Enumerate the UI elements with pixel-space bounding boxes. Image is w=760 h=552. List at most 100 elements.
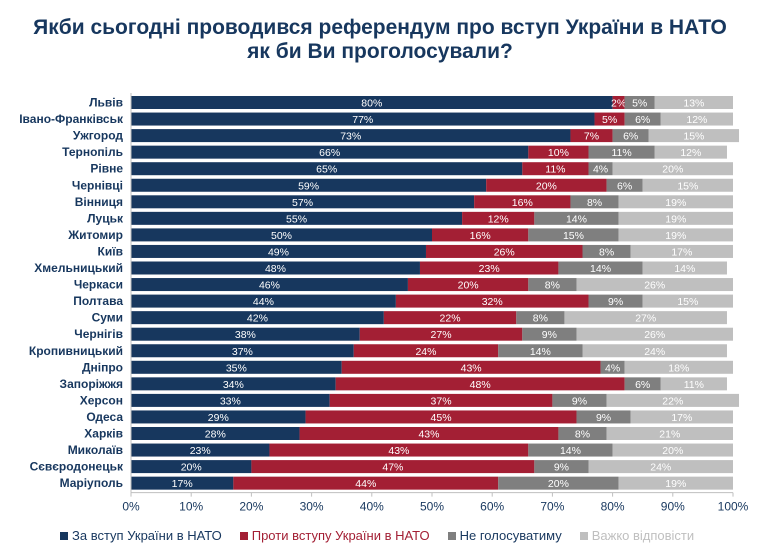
bar-segment bbox=[618, 195, 733, 209]
x-tick-label: 10% bbox=[179, 500, 203, 514]
bar-segment bbox=[131, 278, 408, 292]
data-label: 50% bbox=[271, 230, 292, 242]
bar-segment bbox=[522, 327, 577, 341]
data-label: 26% bbox=[644, 280, 665, 292]
data-label: 8% bbox=[599, 246, 614, 258]
data-label: 43% bbox=[461, 362, 482, 374]
bar-segment bbox=[498, 344, 583, 358]
category-label: Тернопіль bbox=[62, 145, 123, 159]
data-label: 13% bbox=[683, 98, 704, 110]
bar-segment bbox=[131, 311, 384, 325]
bar-segment bbox=[383, 311, 517, 325]
x-tick-label: 70% bbox=[540, 500, 564, 514]
x-tick-label: 40% bbox=[360, 500, 384, 514]
data-label: 15% bbox=[677, 180, 698, 192]
category-label: Житомир bbox=[67, 228, 123, 242]
category-label: Одеса bbox=[86, 410, 123, 424]
bar-segment bbox=[131, 360, 342, 374]
bar-segment bbox=[131, 129, 571, 143]
data-label: 6% bbox=[617, 180, 632, 192]
bar-segment bbox=[269, 443, 529, 457]
bar-segment bbox=[233, 476, 499, 490]
category-label: Суми bbox=[92, 311, 123, 325]
bar-segment bbox=[624, 360, 733, 374]
data-label: 11% bbox=[545, 164, 565, 176]
data-label: 43% bbox=[418, 429, 439, 441]
chart-title: Якби сьогодні проводився референдум про … bbox=[0, 16, 760, 64]
data-label: 19% bbox=[665, 478, 686, 490]
category-label: Черкаси bbox=[74, 278, 123, 292]
bar-segment bbox=[558, 261, 643, 275]
category-label: Харків bbox=[84, 427, 123, 441]
bar-segment bbox=[131, 410, 306, 424]
data-label: 18% bbox=[668, 362, 689, 374]
data-label: 12% bbox=[488, 213, 509, 225]
bar-segment bbox=[522, 162, 589, 176]
bar-segment bbox=[419, 261, 559, 275]
bar-segment bbox=[594, 112, 625, 126]
bar-segment bbox=[395, 294, 589, 308]
bar-segment bbox=[131, 244, 426, 258]
bar-segment bbox=[131, 377, 336, 391]
bar-segment bbox=[516, 311, 565, 325]
category-label: Запоріжжя bbox=[60, 377, 123, 391]
data-label: 57% bbox=[292, 197, 313, 209]
data-label: 23% bbox=[479, 263, 500, 275]
data-label: 73% bbox=[340, 131, 361, 143]
data-label: 16% bbox=[512, 197, 533, 209]
legend-item: Не голосуватиму bbox=[447, 528, 562, 543]
bar-segment bbox=[131, 344, 354, 358]
data-label: 8% bbox=[575, 429, 590, 441]
data-label: 22% bbox=[662, 395, 683, 407]
bar-segment bbox=[353, 344, 499, 358]
data-label: 6% bbox=[635, 114, 650, 126]
data-label: 4% bbox=[605, 362, 620, 374]
bar-segment bbox=[618, 476, 733, 490]
x-tick-label: 60% bbox=[480, 500, 504, 514]
data-label: 32% bbox=[482, 296, 503, 308]
data-label: 20% bbox=[181, 462, 202, 474]
bar-segment bbox=[588, 145, 655, 159]
bar-segment bbox=[624, 377, 661, 391]
category-label: Ужгород bbox=[73, 129, 123, 143]
data-label: 44% bbox=[355, 478, 376, 490]
bar-segment bbox=[642, 294, 733, 308]
data-label: 46% bbox=[259, 280, 280, 292]
data-label: 10% bbox=[548, 147, 569, 159]
legend-label: Проти вступу України в НАТО bbox=[251, 528, 430, 543]
legend-item: Важко відповісти bbox=[579, 528, 695, 543]
legend-label: Важко відповісти bbox=[591, 528, 695, 543]
category-label: Чернівці bbox=[72, 178, 123, 192]
bar-segment bbox=[305, 410, 577, 424]
data-label: 19% bbox=[665, 230, 686, 242]
bar-segment bbox=[570, 129, 613, 143]
category-label: Рівне bbox=[90, 162, 123, 176]
data-label: 8% bbox=[545, 280, 560, 292]
data-label: 20% bbox=[662, 445, 683, 457]
x-tick-label: 20% bbox=[239, 500, 263, 514]
data-label: 14% bbox=[590, 263, 611, 275]
data-label: 16% bbox=[470, 230, 491, 242]
data-label: 15% bbox=[677, 296, 698, 308]
data-label: 14% bbox=[560, 445, 581, 457]
bar-segment bbox=[534, 460, 589, 474]
data-label: 27% bbox=[635, 313, 656, 325]
data-label: 44% bbox=[253, 296, 274, 308]
legend-swatch bbox=[60, 531, 68, 540]
bar-segment bbox=[131, 96, 613, 109]
bar-segment bbox=[131, 327, 360, 341]
category-label: Миколаїв bbox=[68, 443, 123, 457]
data-label: 6% bbox=[623, 131, 638, 143]
data-label: 12% bbox=[686, 114, 707, 126]
bar-segment bbox=[131, 145, 529, 159]
bar-segment bbox=[131, 443, 270, 457]
data-label: 27% bbox=[431, 329, 452, 341]
bar-segment bbox=[612, 443, 733, 457]
bar-segment bbox=[576, 327, 733, 341]
category-label: Львів bbox=[89, 96, 123, 110]
legend-swatch bbox=[239, 531, 248, 540]
data-label: 14% bbox=[566, 213, 587, 225]
data-label: 42% bbox=[247, 313, 268, 325]
bar-segment bbox=[335, 377, 625, 391]
